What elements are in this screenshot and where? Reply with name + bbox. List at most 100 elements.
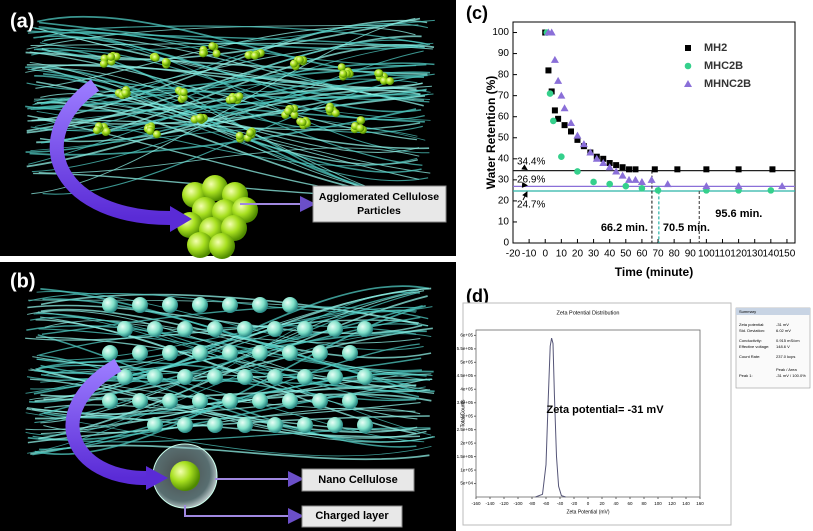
cellulose-particle	[121, 89, 130, 98]
point	[778, 182, 787, 190]
point	[735, 166, 742, 173]
fiber	[30, 378, 427, 439]
point	[558, 153, 565, 161]
annotation: Zeta potential= -31 mV	[546, 404, 664, 416]
time-label: 95.6 min.	[715, 208, 762, 220]
y-tick-label: 3.5e+05	[457, 400, 474, 405]
point	[568, 128, 575, 135]
nano-cellulose	[132, 345, 148, 361]
reference-arrow	[521, 164, 528, 171]
curved-arrow	[65, 358, 151, 486]
cellulose-particle	[152, 130, 161, 139]
label-box	[301, 505, 403, 528]
nano-cellulose	[192, 297, 208, 313]
x-tick-label: -120	[499, 501, 509, 506]
legend-label: MH2	[704, 42, 727, 54]
point	[647, 175, 656, 183]
nano-cellulose	[102, 393, 118, 409]
nano-cellulose	[282, 345, 298, 361]
summary-key: Std. Deviation:	[739, 328, 765, 333]
cellulose-particle	[235, 131, 244, 140]
x-tick-label: 40	[613, 501, 619, 506]
point	[613, 162, 620, 169]
agglomerate-ball	[202, 175, 228, 201]
x-tick-label: 10	[556, 249, 568, 260]
legend-marker	[685, 45, 691, 51]
x-tick-label: 140	[762, 249, 779, 260]
x-tick-label: 120	[730, 249, 747, 260]
nano-cellulose	[177, 417, 193, 433]
cellulose-particle	[228, 95, 237, 104]
x-tick-label: 20	[572, 249, 584, 260]
agglomerate-ball	[209, 233, 235, 259]
nano-cellulose	[102, 345, 118, 361]
cellulose-particle	[161, 57, 170, 66]
cellulose-particle	[102, 127, 111, 136]
fiber	[26, 24, 419, 50]
point	[554, 76, 563, 84]
point	[561, 122, 568, 129]
cellulose-particle	[289, 59, 298, 68]
cellulose-particle	[199, 49, 208, 58]
cellulose-particle	[235, 92, 244, 101]
point	[579, 140, 588, 148]
panel-label: (b)	[10, 270, 36, 292]
summary-key: Count Rate:	[739, 354, 760, 359]
legend-label: MHC2B	[704, 60, 743, 72]
point	[769, 166, 776, 173]
time-label: 66.2 min.	[601, 222, 648, 234]
nano-cellulose	[342, 345, 358, 361]
panel-label: (a)	[10, 10, 34, 32]
x-tick-label: 150	[779, 249, 796, 260]
nano-cellulose	[357, 369, 373, 385]
point	[573, 131, 582, 139]
nano-cellulose	[222, 297, 238, 313]
x-tick-label: 0	[587, 501, 590, 506]
fiber	[31, 17, 416, 195]
x-tick-label: 80	[641, 501, 647, 506]
point	[622, 182, 630, 190]
reference-label: 24.7%	[517, 200, 545, 211]
y-axis-label: Water Retention (%)	[484, 76, 498, 190]
point	[567, 119, 576, 127]
cellulose-particle	[99, 59, 108, 68]
x-tick-label: 60	[627, 501, 633, 506]
distribution-line	[535, 337, 566, 498]
nano-cellulose	[327, 321, 343, 337]
nano-cellulose	[222, 393, 238, 409]
x-tick-label: 100	[698, 249, 715, 260]
y-tick-label: 3e+05	[460, 413, 473, 418]
label-box	[312, 185, 447, 223]
point	[574, 168, 581, 175]
cellulose-particle	[250, 51, 259, 60]
point	[618, 171, 627, 179]
fiber	[25, 76, 425, 153]
cellulose-particle	[212, 49, 221, 58]
point	[654, 187, 662, 194]
nano-core	[170, 461, 200, 491]
y-tick-label: 40	[498, 153, 510, 164]
fiber	[30, 42, 433, 50]
x-axis-label: Time (minute)	[615, 265, 693, 279]
point	[606, 160, 613, 167]
summary-value: 148.6 V	[776, 344, 790, 349]
y-tick-label: 70	[498, 90, 510, 101]
cellulose-particle	[106, 52, 115, 61]
nano-cellulose	[252, 345, 268, 361]
cellulose-particle	[195, 113, 204, 122]
point	[574, 136, 581, 143]
box-label: Agglomerated Cellulose	[319, 191, 439, 203]
nano-cellulose	[327, 369, 343, 385]
fiber	[31, 49, 425, 121]
cellulose-particle	[246, 128, 255, 137]
cellulose-particle	[337, 63, 346, 72]
y-tick-label: 6e+05	[460, 333, 473, 338]
nano-cellulose	[117, 369, 133, 385]
y-tick-label: 5.5e+05	[457, 346, 474, 351]
cellulose-particle	[151, 53, 160, 62]
x-tick-label: 140	[682, 501, 690, 506]
pointer	[184, 505, 304, 524]
point	[631, 175, 640, 183]
y-tick-label: 2.5e+05	[457, 427, 474, 432]
nano-cellulose	[342, 393, 358, 409]
